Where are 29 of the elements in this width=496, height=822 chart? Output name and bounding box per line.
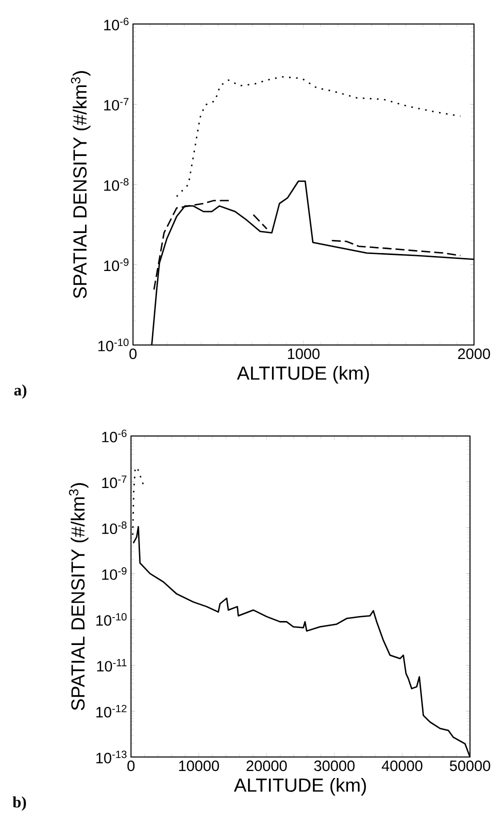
y-tick-label: 10$^{-8}$	[104, 178, 129, 191]
x-tick-label: 30000	[314, 760, 355, 772]
text: a)	[14, 384, 26, 399]
y-tick-label: 10$^{-10}$	[98, 338, 129, 352]
y-tick-label: 10$^{-11}$	[97, 659, 126, 672]
y-tick-label: 10$^{-7}$	[104, 98, 128, 111]
y-tick-label: 10$^{-7}$	[102, 476, 126, 488]
line-series	[176, 76, 462, 198]
text: b)	[12, 796, 26, 811]
y-tick-label: 10$^{-8}$	[102, 521, 127, 534]
y-tick-label: 10$^{-12}$	[96, 704, 126, 718]
y-axis-title: SPATIAL DENSITY (#/km$^{3}$)	[70, 71, 90, 298]
y-tick-label: 10$^{-6}$	[102, 430, 127, 442]
y-tick-label: 10$^{-10}$	[96, 613, 127, 626]
y-tick-label: 10$^{-9}$	[104, 258, 128, 272]
x-axis-title: ALTITUDE (km)	[236, 366, 369, 384]
y-tick-label: 10$^{-13}$	[96, 750, 127, 764]
x-tick-label: 0	[127, 760, 135, 772]
x-tick-label: 10000	[179, 760, 219, 772]
x-tick-label: 50000	[450, 760, 490, 772]
y-tick-label: 10$^{-6}$	[104, 18, 129, 30]
x-tick-label: 2000	[458, 348, 490, 360]
x-tick-label: 0	[129, 348, 137, 360]
x-tick-label: 20000	[246, 760, 287, 772]
y-tick-label: 10$^{-9}$	[102, 567, 126, 580]
x-tick-label: 1000	[288, 348, 320, 360]
x-axis-title: ALTITUDE (km)	[234, 778, 366, 796]
x-tick-label: 40000	[382, 760, 422, 772]
y-axis-title: SPATIAL DENSITY (#/km$^{3}$)	[68, 483, 88, 710]
